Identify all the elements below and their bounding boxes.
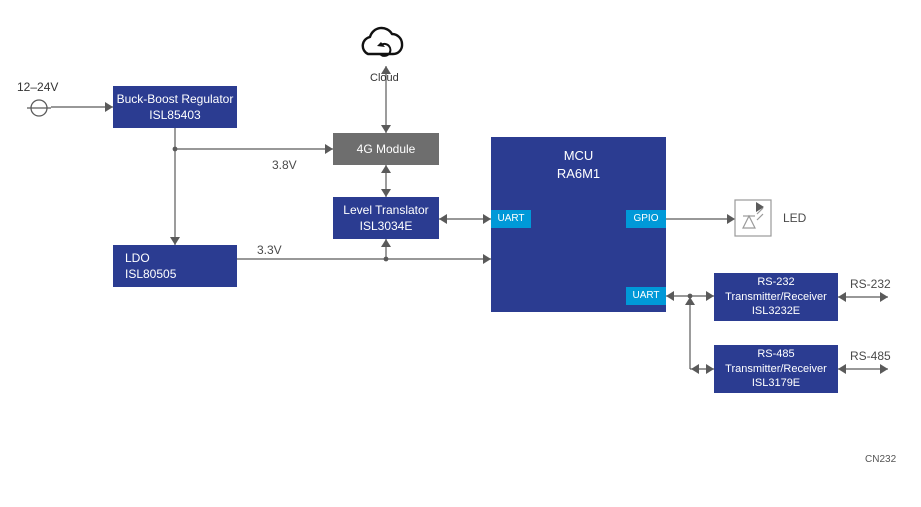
buck-boost-block: Buck-Boost Regulator ISL85403 bbox=[113, 86, 237, 128]
4g-module-block: 4G Module bbox=[333, 133, 439, 165]
rs232-block: RS-232 Transmitter/Receiver ISL3232E bbox=[714, 273, 838, 321]
rs232-part: ISL3232E bbox=[752, 304, 800, 319]
rs485-sub: Transmitter/Receiver bbox=[725, 362, 827, 377]
rs232-title: RS-232 bbox=[757, 275, 794, 290]
buck-boost-title: Buck-Boost Regulator bbox=[117, 91, 234, 107]
cloud-label: Cloud bbox=[370, 72, 399, 84]
uart-port-left: UART bbox=[491, 210, 531, 228]
4g-module-label: 4G Module bbox=[357, 141, 416, 157]
ldo-block: LDO ISL80505 bbox=[113, 245, 237, 287]
rs232-sub: Transmitter/Receiver bbox=[725, 290, 827, 305]
rs485-part: ISL3179E bbox=[752, 376, 800, 391]
gpio-port: GPIO bbox=[626, 210, 666, 228]
uart-port-right-label: UART bbox=[632, 289, 659, 303]
mcu-part: RA6M1 bbox=[557, 165, 600, 183]
gpio-port-label: GPIO bbox=[633, 212, 658, 226]
buck-boost-part: ISL85403 bbox=[149, 107, 200, 123]
footer-label: CN232 bbox=[865, 454, 896, 465]
level-translator-title: Level Translator bbox=[343, 202, 428, 218]
rs485-title: RS-485 bbox=[757, 347, 794, 362]
v38-label: 3.8V bbox=[272, 158, 297, 172]
mcu-title: MCU bbox=[564, 147, 594, 165]
rs232-out-label: RS-232 bbox=[850, 277, 891, 291]
ldo-part: ISL80505 bbox=[125, 266, 176, 282]
uart-port-right: UART bbox=[626, 287, 666, 305]
vin-label: 12–24V bbox=[17, 80, 58, 94]
rs485-block: RS-485 Transmitter/Receiver ISL3179E bbox=[714, 345, 838, 393]
v33-label: 3.3V bbox=[257, 243, 282, 257]
led-label: LED bbox=[783, 211, 806, 225]
uart-port-left-label: UART bbox=[497, 212, 524, 226]
ldo-title: LDO bbox=[125, 250, 150, 266]
rs485-out-label: RS-485 bbox=[850, 349, 891, 363]
level-translator-block: Level Translator ISL3034E bbox=[333, 197, 439, 239]
level-translator-part: ISL3034E bbox=[360, 218, 413, 234]
